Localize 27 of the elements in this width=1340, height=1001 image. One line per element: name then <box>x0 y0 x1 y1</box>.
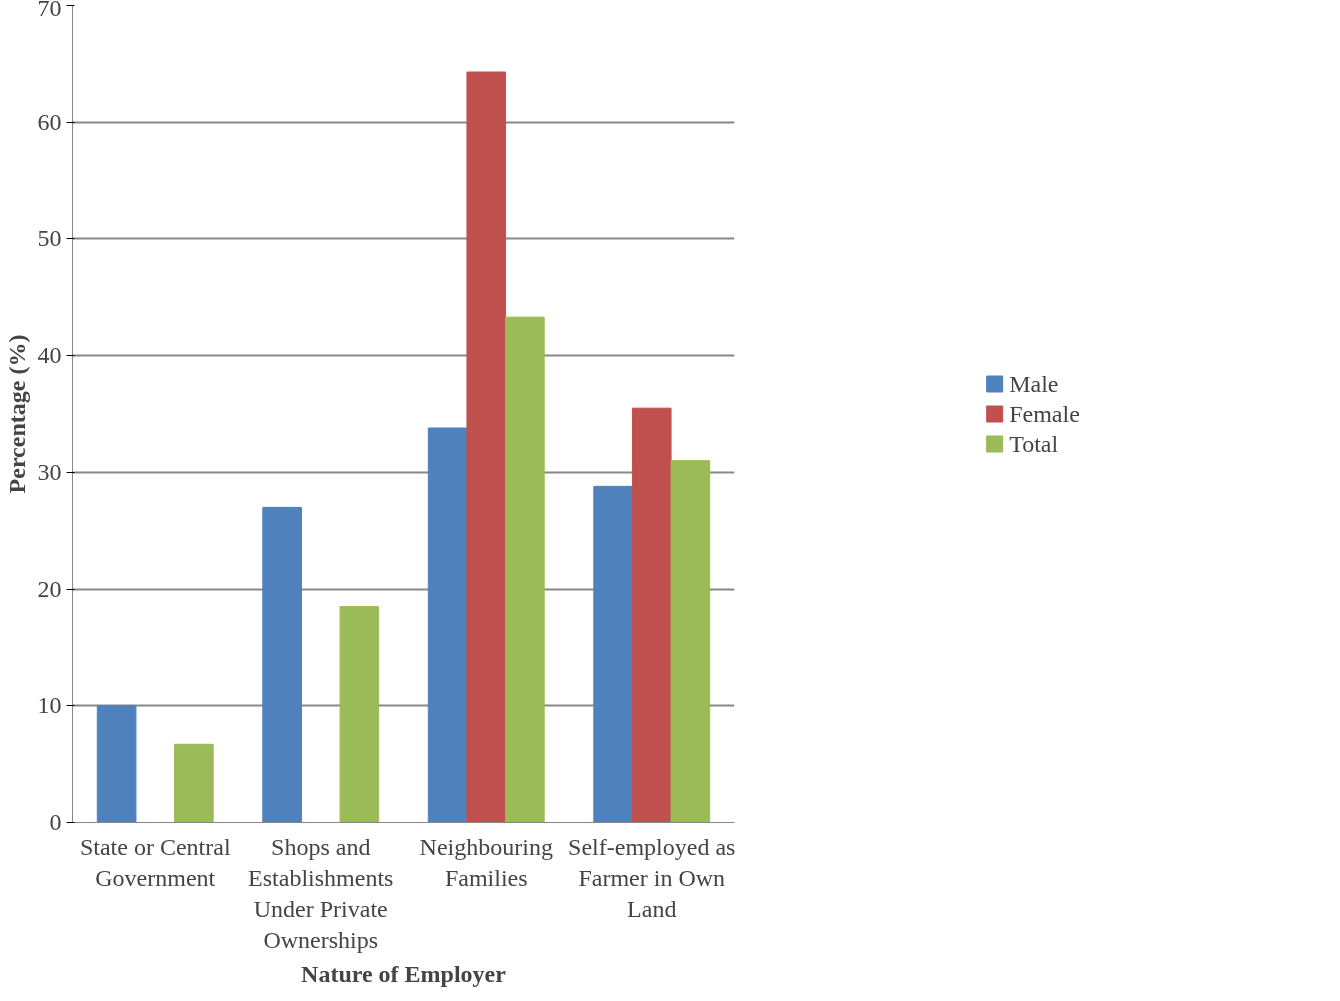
x-tick-label: State or Central Government <box>79 833 231 891</box>
bar <box>262 506 302 823</box>
bar <box>670 460 711 823</box>
bar <box>593 485 633 823</box>
x-axis-title: Nature of Employer <box>301 961 507 988</box>
bar <box>339 606 380 823</box>
y-tick-label: 50 <box>37 225 62 252</box>
y-tick-label: 10 <box>37 692 62 719</box>
y-axis-title: Percentage (%) <box>3 334 30 494</box>
y-tick-label: 20 <box>37 575 62 602</box>
bar <box>96 705 137 823</box>
y-tick-label: 60 <box>37 108 62 135</box>
bar <box>174 743 214 823</box>
bar <box>427 427 468 823</box>
bar <box>505 316 545 823</box>
y-tick-label: 40 <box>37 342 62 369</box>
y-tick-label: 30 <box>37 458 62 485</box>
x-tick-label: Self-employed as Farmer in Own Land <box>568 833 736 922</box>
y-tick-label: 0 <box>49 809 62 835</box>
legend-label: Female <box>1009 400 1080 427</box>
legend-label: Total <box>1009 430 1059 457</box>
y-tick-label: 70 <box>37 0 62 21</box>
bar <box>631 407 672 823</box>
legend-label: Male <box>1009 370 1059 397</box>
x-tick-label: Shops and Establishments Under Private Ownerships <box>248 833 394 954</box>
x-tick-label: Neighbouring Families <box>419 833 553 891</box>
bar <box>466 71 507 823</box>
